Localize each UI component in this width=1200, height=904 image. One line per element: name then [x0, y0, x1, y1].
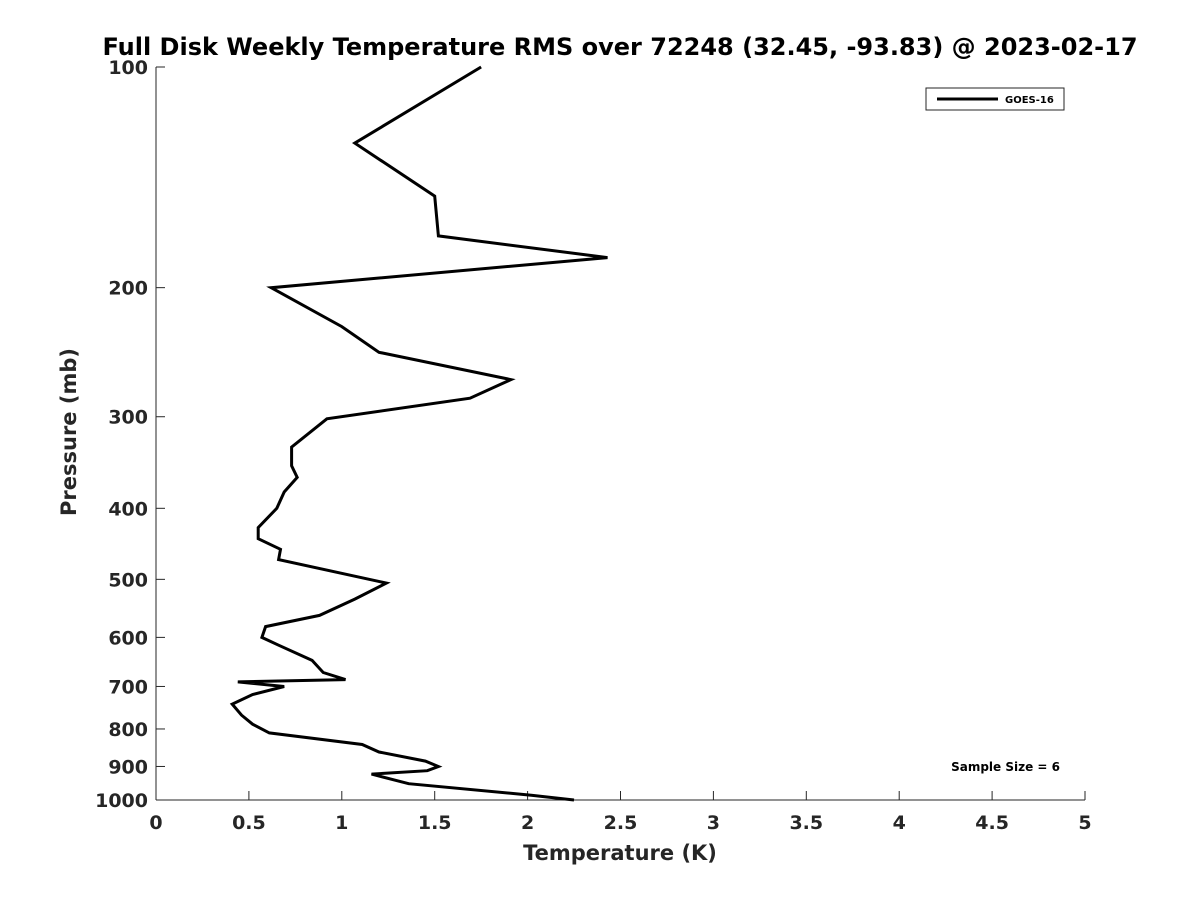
series-line-goes-16	[229, 65, 608, 802]
legend-label-goes-16: GOES-16	[1005, 95, 1054, 106]
y-tick-label: 800	[108, 719, 148, 741]
y-tick-label: 200	[108, 278, 148, 300]
x-tick-label: 0	[149, 812, 162, 834]
y-tick-label: 600	[108, 627, 148, 649]
y-axis-label: Pressure (mb)	[57, 348, 81, 516]
x-tick-label: 4	[893, 812, 906, 834]
x-tick-label: 1.5	[418, 812, 452, 834]
y-tick-label: 400	[108, 498, 148, 520]
y-tick-label: 100	[108, 57, 148, 79]
x-tick-label: 4.5	[975, 812, 1009, 834]
y-tick-label: 300	[108, 407, 148, 429]
x-axis-label: Temperature (K)	[523, 841, 717, 865]
x-tick-label: 1	[335, 812, 348, 834]
x-tick-label: 2	[521, 812, 534, 834]
x-tick-label: 0.5	[232, 812, 266, 834]
sample-size-annotation: Sample Size = 6	[951, 760, 1060, 774]
series-lines	[229, 65, 608, 802]
y-tick-label: 500	[108, 569, 148, 591]
legend: GOES-16	[925, 87, 1065, 111]
x-tick-label: 2.5	[604, 812, 638, 834]
x-tick-label: 3	[707, 812, 720, 834]
x-tick-label: 3.5	[789, 812, 823, 834]
y-tick-label: 900	[108, 756, 148, 778]
y-tick-label: 1000	[95, 790, 148, 812]
axis-ticks: 0 0.5 1 1.5 2 2.5 3 3.5 4 4.5 5 100 200 300 400 500 600 7…	[95, 57, 1092, 834]
chart-title: Full Disk Weekly Temperature RMS over 72…	[102, 33, 1137, 61]
y-tick-label: 700	[108, 676, 148, 698]
x-tick-label: 5	[1078, 812, 1091, 834]
